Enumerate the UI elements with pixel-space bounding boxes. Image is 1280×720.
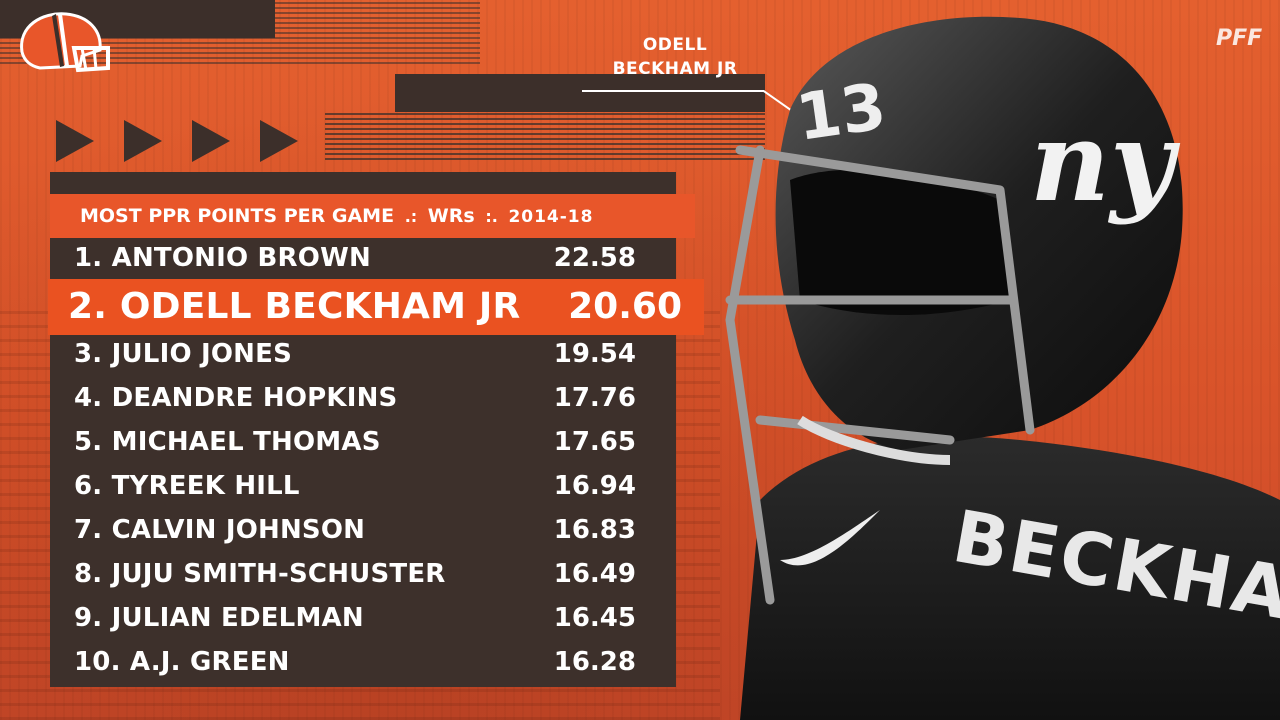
table-row: 7. CALVIN JOHNSON 16.83 <box>50 508 676 552</box>
row-label: 2. ODELL BECKHAM JR <box>68 286 521 327</box>
browns-helmet-icon <box>20 12 110 73</box>
table-row: 10. A.J. GREEN 16.28 <box>50 640 676 684</box>
title-separator: .: <box>404 207 418 226</box>
table-row: 9. JULIAN EDELMAN 16.45 <box>50 596 676 640</box>
table-row-highlighted: 2. ODELL BECKHAM JR 20.60 <box>48 279 704 335</box>
title-main: MOST PPR POINTS PER GAME <box>80 205 395 227</box>
row-label: 10. A.J. GREEN <box>74 647 290 677</box>
row-label: 8. JUJU SMITH-SCHUSTER <box>74 559 446 589</box>
row-value: 20.60 <box>568 286 682 327</box>
middle-stripes <box>325 112 765 160</box>
row-label: 7. CALVIN JOHNSON <box>74 515 366 545</box>
table-header: MOST PPR POINTS PER GAME .: WRs :. 2014-… <box>50 194 695 238</box>
row-value: 17.65 <box>553 427 636 457</box>
player-first-name: ODELL <box>642 35 708 55</box>
title-years: 2014-18 <box>508 207 594 227</box>
title-separator: :. <box>485 207 498 226</box>
row-label: 4. DEANDRE HOPKINS <box>74 383 398 413</box>
row-value: 17.76 <box>553 383 636 413</box>
row-value: 19.54 <box>553 339 636 369</box>
row-value: 16.49 <box>553 559 636 589</box>
row-label: 1. ANTONIO BROWN <box>74 243 371 273</box>
row-value: 16.94 <box>553 471 636 501</box>
pff-logo: PFF <box>1216 26 1263 51</box>
table-row: 3. JULIO JONES 19.54 <box>50 332 676 376</box>
table-row: 8. JUJU SMITH-SCHUSTER 16.49 <box>50 552 676 596</box>
table-row: 6. TYREEK HILL 16.94 <box>50 464 676 508</box>
chevron-right-icon <box>56 120 94 162</box>
row-label: 9. JULIAN EDELMAN <box>74 603 364 633</box>
table-row: 1. ANTONIO BROWN 22.58 <box>50 236 676 280</box>
row-value: 22.58 <box>553 243 636 273</box>
player-photo: 13 ny BECKHAM <box>725 16 1280 720</box>
callout-line <box>582 90 764 92</box>
row-value: 16.45 <box>553 603 636 633</box>
chevron-right-icon <box>124 120 162 162</box>
player-last-name: BECKHAM JR <box>612 59 738 79</box>
row-label: 5. MICHAEL THOMAS <box>74 427 381 457</box>
svg-text:ny: ny <box>1030 97 1181 226</box>
table-row: 4. DEANDRE HOPKINS 17.76 <box>50 376 676 420</box>
leaderboard-table: MOST PPR POINTS PER GAME .: WRs :. 2014-… <box>48 172 704 687</box>
svg-text:13: 13 <box>792 70 890 156</box>
title-position: WRs <box>427 205 475 227</box>
player-name-bar <box>395 74 765 112</box>
row-value: 16.28 <box>553 647 636 677</box>
row-label: 6. TYREEK HILL <box>74 471 300 501</box>
row-value: 16.83 <box>553 515 636 545</box>
chevron-right-icon <box>260 120 298 162</box>
table-title: MOST PPR POINTS PER GAME .: WRs :. 2014-… <box>80 194 593 238</box>
row-label: 3. JULIO JONES <box>74 339 293 369</box>
table-row: 5. MICHAEL THOMAS 17.65 <box>50 420 676 464</box>
player-name-label: ODELL BECKHAM JR <box>590 33 760 81</box>
chevron-right-icon <box>192 120 230 162</box>
